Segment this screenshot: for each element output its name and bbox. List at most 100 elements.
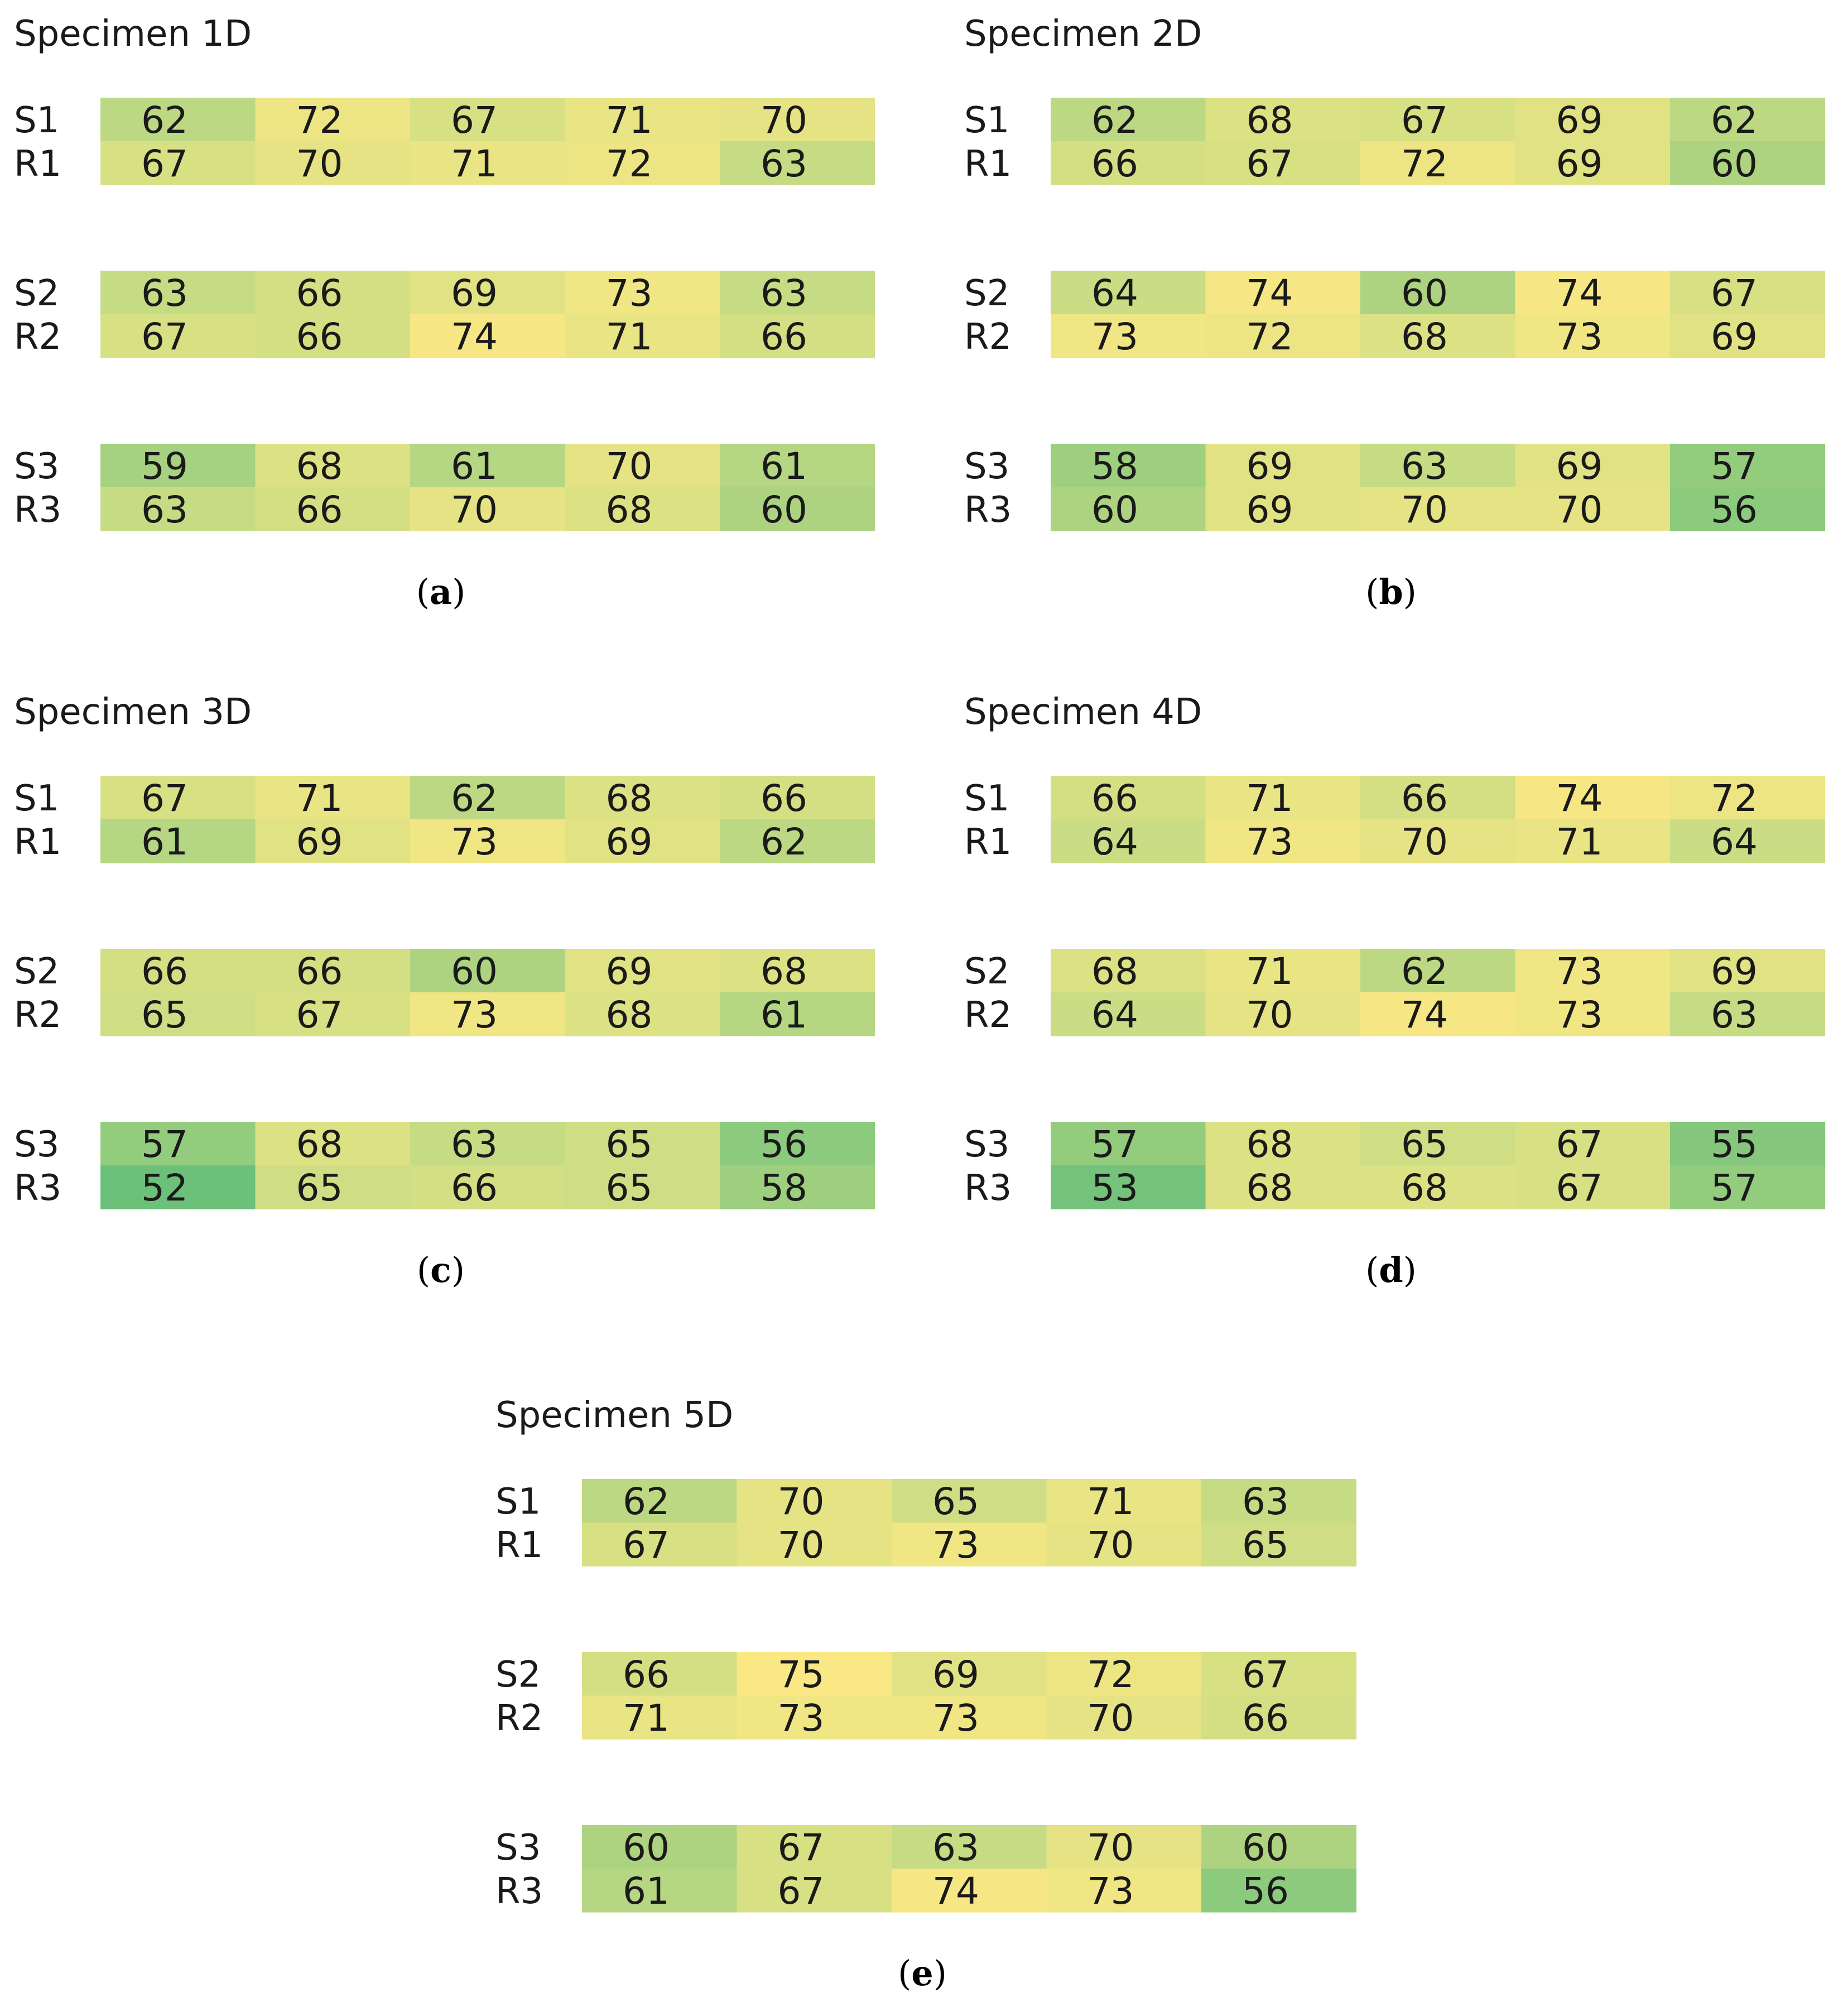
heatmap-cell <box>720 776 875 820</box>
heatmap-cell <box>1670 819 1826 863</box>
cell-value: 65 <box>1242 1524 1289 1567</box>
cell-value: 67 <box>1556 1123 1603 1166</box>
cell-value: 66 <box>141 950 188 993</box>
heatmap-cell <box>1051 1165 1206 1209</box>
cell-value: 63 <box>1401 445 1448 488</box>
heatmap-cell <box>410 992 566 1036</box>
cell-value: 59 <box>141 445 188 488</box>
row-label: S2 <box>14 273 59 314</box>
heatmap-cell <box>255 776 411 820</box>
cell-value: 68 <box>296 445 343 488</box>
cell-value: 68 <box>1247 1166 1293 1209</box>
heatmap-cell <box>410 487 566 531</box>
cell-value: 66 <box>623 1653 670 1696</box>
heatmap-cell <box>892 1523 1047 1567</box>
cell-value: 70 <box>1401 488 1448 531</box>
cell-value: 69 <box>1556 99 1603 142</box>
heatmap-cell <box>1051 271 1206 315</box>
heatmap-cell <box>1360 487 1516 531</box>
panel-caption: (b) <box>1365 572 1417 612</box>
cell-value: 62 <box>451 777 498 820</box>
cell-value: 69 <box>932 1653 979 1696</box>
heatmap-cell <box>1046 1696 1202 1740</box>
heatmap-cell <box>582 1652 738 1696</box>
heatmap-cell <box>100 271 256 315</box>
row-label: R2 <box>964 995 1012 1036</box>
heatmap-cell <box>892 1825 1047 1869</box>
cell-value: 68 <box>606 488 653 531</box>
heatmap-cell <box>100 949 256 993</box>
cell-value: 56 <box>761 1123 807 1166</box>
cell-value: 66 <box>296 950 343 993</box>
heatmap-cell <box>255 1165 411 1209</box>
cell-value: 74 <box>1556 272 1603 315</box>
cell-value: 63 <box>141 272 188 315</box>
heatmap-cell <box>1201 1825 1357 1869</box>
cell-value: 68 <box>606 777 653 820</box>
heatmap-cell <box>1670 1122 1826 1166</box>
heatmap-cell <box>582 1869 738 1913</box>
heatmap-cell <box>1515 819 1671 863</box>
row-label: S2 <box>964 951 1009 992</box>
heatmap-cell <box>1670 271 1826 315</box>
heatmap-cell <box>410 98 566 142</box>
heatmap-cell <box>1670 776 1826 820</box>
heatmap-cell <box>1046 1869 1202 1913</box>
heatmap-cell <box>1046 1652 1202 1696</box>
heatmap-cell <box>1201 1652 1357 1696</box>
cell-value: 73 <box>1556 950 1603 993</box>
row-label: S1 <box>964 100 1009 141</box>
row-label: R3 <box>964 1168 1012 1209</box>
cell-value: 67 <box>1247 142 1293 185</box>
cell-value: 70 <box>451 488 498 531</box>
cell-value: 56 <box>1711 488 1758 531</box>
heatmap-cell <box>1515 1122 1671 1166</box>
cell-value: 68 <box>606 993 653 1036</box>
heatmap-cell <box>565 949 720 993</box>
cell-value: 70 <box>1556 488 1603 531</box>
cell-value: 70 <box>1087 1524 1134 1567</box>
row-label: R2 <box>14 995 61 1036</box>
heatmap-cell <box>1205 819 1361 863</box>
heatmap-cell <box>1360 992 1516 1036</box>
heatmap-cell <box>410 949 566 993</box>
panel-caption: (c) <box>417 1250 465 1290</box>
heatmap-cell <box>737 1479 892 1523</box>
cell-value: 70 <box>1087 1697 1134 1740</box>
cell-value: 61 <box>761 993 807 1036</box>
heatmap-cell <box>255 271 411 315</box>
heatmap-cell <box>1201 1869 1357 1913</box>
heatmap-cell <box>100 992 256 1036</box>
row-label: S2 <box>495 1654 541 1696</box>
heatmap-cell <box>410 314 566 358</box>
heatmap-cell <box>1515 776 1671 820</box>
cell-value: 73 <box>1091 315 1138 358</box>
heatmap-cell <box>1515 487 1671 531</box>
cell-value: 65 <box>606 1123 653 1166</box>
cell-value: 67 <box>1242 1653 1289 1696</box>
cell-value: 68 <box>1401 1166 1448 1209</box>
row-label: R3 <box>495 1871 543 1912</box>
cell-value: 73 <box>1556 993 1603 1036</box>
cell-value: 75 <box>778 1653 825 1696</box>
heatmap-cell <box>1205 141 1361 185</box>
cell-value: 64 <box>1091 272 1138 315</box>
cell-value: 68 <box>1401 315 1448 358</box>
heatmap-cell <box>565 992 720 1036</box>
row-label: R3 <box>14 489 61 531</box>
heatmap-cell <box>1515 1165 1671 1209</box>
cell-value: 70 <box>778 1524 825 1567</box>
cell-value: 66 <box>1401 777 1448 820</box>
heatmap-cell <box>1515 271 1671 315</box>
cell-value: 73 <box>1247 820 1293 863</box>
row-label: S3 <box>14 446 59 487</box>
heatmap-cell <box>892 1869 1047 1913</box>
panel-title: Specimen 5D <box>495 1395 733 1436</box>
heatmap-cell <box>565 98 720 142</box>
heatmap-cell <box>582 1479 738 1523</box>
heatmap-cell <box>1670 949 1826 993</box>
cell-value: 61 <box>141 820 188 863</box>
cell-value: 62 <box>141 99 188 142</box>
